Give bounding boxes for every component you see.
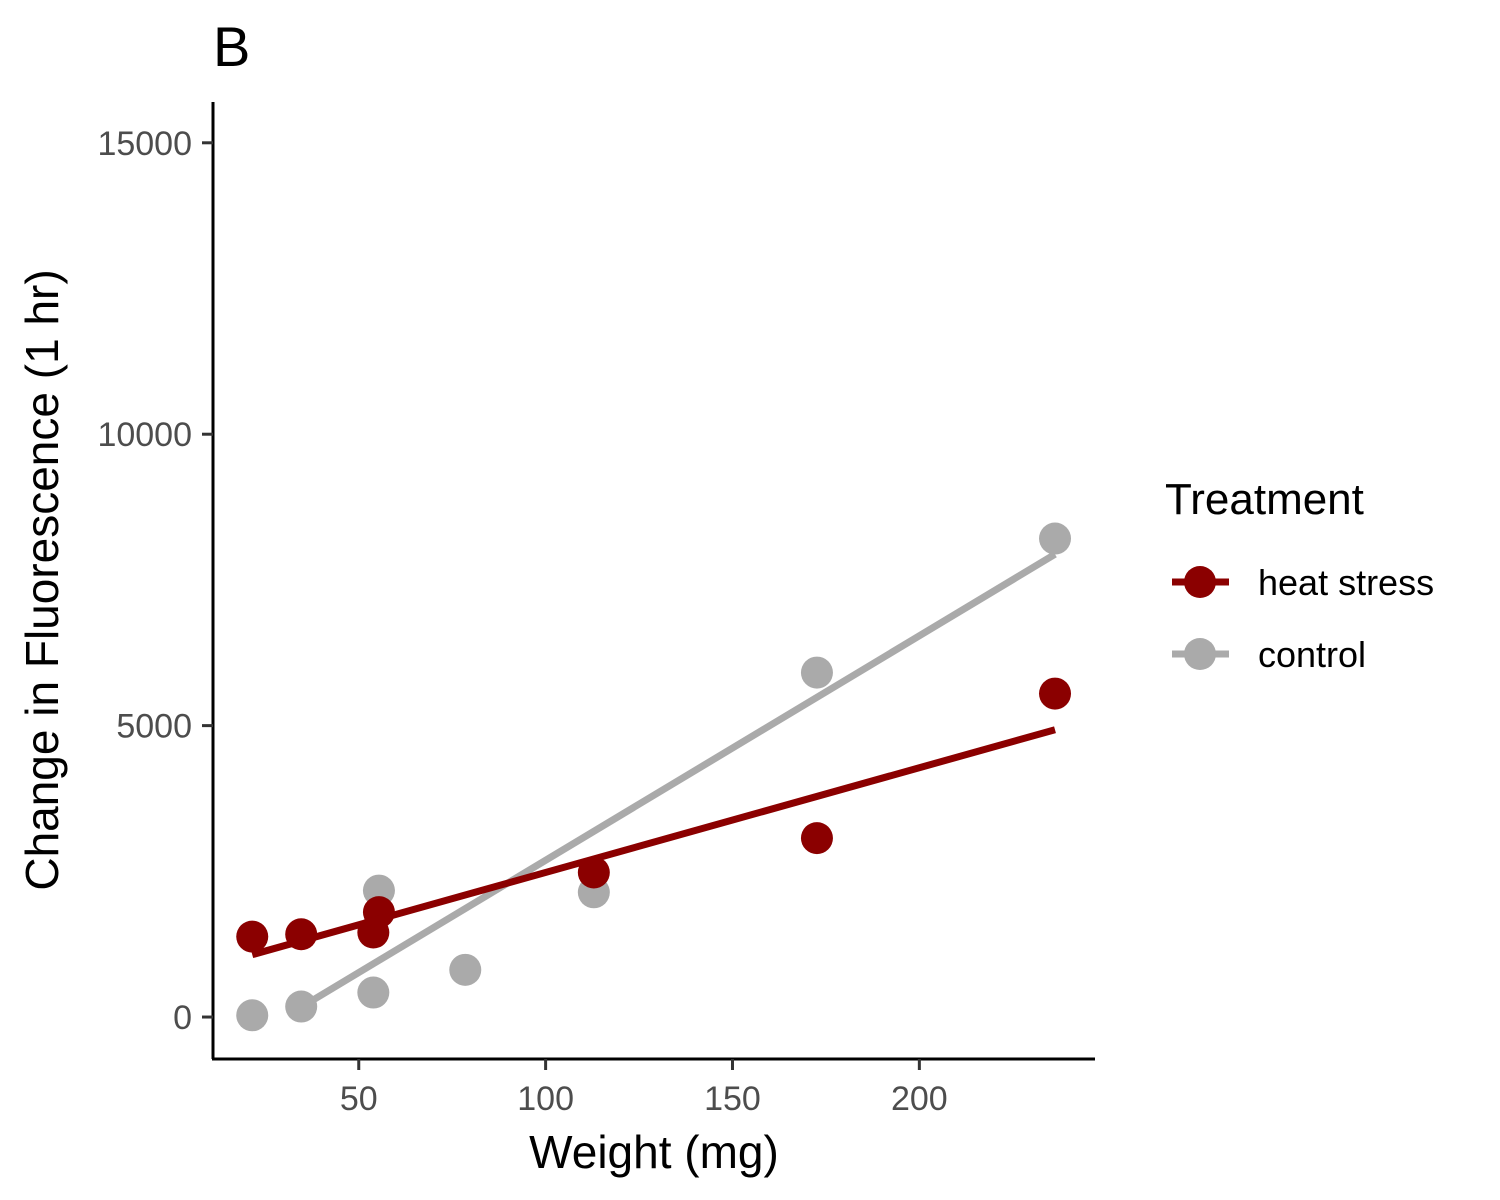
control-point bbox=[357, 976, 390, 1009]
legend-items: heat stress control bbox=[1172, 562, 1434, 675]
legend: Treatment heat stress control bbox=[1165, 475, 1434, 675]
y-tick-label: 15000 bbox=[97, 125, 192, 163]
control-point bbox=[800, 656, 833, 689]
axes bbox=[211, 102, 1095, 1061]
control-point bbox=[236, 999, 269, 1032]
y-tick-label: 5000 bbox=[116, 708, 192, 746]
y-axis-title: Change in Fluorescence (1 hr) bbox=[16, 269, 68, 890]
legend-item-control: control bbox=[1172, 634, 1366, 675]
legend-label: control bbox=[1258, 634, 1366, 675]
legend-label: heat stress bbox=[1258, 562, 1434, 603]
series-control bbox=[236, 522, 1072, 1032]
heat-stress-point bbox=[236, 920, 269, 953]
x-tick-label: 150 bbox=[704, 1080, 761, 1118]
x-axis-title: Weight (mg) bbox=[529, 1126, 779, 1178]
x-tick-label: 100 bbox=[517, 1080, 574, 1118]
x-ticks: 50 100 150 200 bbox=[340, 1059, 948, 1118]
control-fit-line bbox=[299, 551, 1057, 1011]
y-ticks: 0 5000 10000 15000 bbox=[97, 125, 213, 1037]
legend-key-marker bbox=[1184, 638, 1216, 670]
control-point bbox=[1039, 522, 1072, 555]
control-point bbox=[449, 953, 482, 986]
heat-stress-point bbox=[1039, 677, 1072, 710]
y-tick-label: 0 bbox=[173, 999, 192, 1037]
heat-stress-point bbox=[800, 822, 833, 855]
legend-key-marker bbox=[1184, 566, 1216, 598]
series-layer bbox=[236, 522, 1072, 1032]
x-tick-label: 50 bbox=[340, 1080, 378, 1118]
legend-item-heat-stress: heat stress bbox=[1172, 562, 1434, 603]
panel-label: B bbox=[213, 15, 250, 78]
series-heat-stress bbox=[236, 677, 1072, 959]
heat-stress-fit-line bbox=[251, 726, 1056, 959]
legend-title: Treatment bbox=[1165, 475, 1364, 524]
y-tick-label: 10000 bbox=[97, 416, 192, 454]
x-tick-label: 200 bbox=[891, 1080, 948, 1118]
